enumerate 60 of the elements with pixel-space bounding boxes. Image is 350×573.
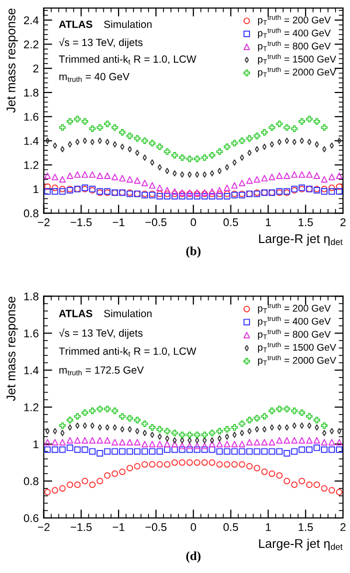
x-tick-label: 1 bbox=[266, 523, 271, 531]
x-tick-label: −0.5 bbox=[146, 523, 166, 532]
y-tick-label: 1.6 bbox=[24, 329, 38, 338]
y-tick-label: 2 bbox=[33, 64, 38, 72]
legend-label: p$_{T}$$^{truth}$ = 1500 GeV bbox=[258, 54, 336, 64]
x-tick-label: 0 bbox=[190, 523, 196, 532]
y-axis-title: Jet mass response bbox=[6, 8, 18, 113]
x-tick-label: −2 bbox=[38, 218, 50, 226]
annotation: Simulation bbox=[104, 20, 152, 28]
x-tick-label: 1.5 bbox=[298, 523, 313, 532]
annotation: Trimmed anti-k$_{t}$ R = 1.0, LCW bbox=[58, 347, 196, 356]
x-tick-label: 1 bbox=[266, 218, 271, 226]
legend-label: p$_{T}$$^{truth}$ = 800 GeV bbox=[258, 40, 331, 52]
x-tick-label: −2 bbox=[38, 523, 50, 531]
legend-label: p$_{T}$$^{truth}$ = 1500 GeV bbox=[258, 342, 336, 353]
y-tick-label: 0.8 bbox=[24, 209, 38, 218]
y-tick-label: 1.4 bbox=[24, 366, 39, 374]
x-tick-label: 1.5 bbox=[298, 218, 313, 226]
legend-label: p$_{T}$$^{truth}$ = 2000 GeV bbox=[258, 355, 336, 366]
legend-label: p$_{T}$$^{truth}$ = 2000 GeV bbox=[258, 66, 336, 78]
annotation: √s = 13 TeV, dijets bbox=[58, 328, 143, 339]
y-tick-label: 1.6 bbox=[24, 112, 38, 121]
y-tick-label: 1.2 bbox=[24, 161, 38, 169]
x-tick-label: 2 bbox=[340, 218, 346, 226]
x-tick-label: −1.5 bbox=[70, 218, 92, 226]
x-tick-label: 0.5 bbox=[223, 523, 238, 532]
x-tick-label: 0.5 bbox=[223, 218, 238, 226]
legend-label: p$_{T}$$^{truth}$ = 200 GeV bbox=[258, 303, 331, 314]
y-tick-label: 1 bbox=[34, 185, 38, 194]
legend-label: p$_{T}$$^{truth}$ = 400 GeV bbox=[258, 316, 331, 327]
y-tick-label: 1 bbox=[34, 440, 38, 448]
annotation: ATLAS bbox=[58, 310, 92, 318]
legend-label: p$_{T}$$^{truth}$ = 800 GeV bbox=[258, 329, 331, 340]
y-tick-label: 2.4 bbox=[24, 16, 39, 24]
annotation: Trimmed anti-k$_{t}$ R = 1.0, LCW bbox=[58, 55, 196, 64]
y-tick-label: 1.2 bbox=[24, 403, 38, 412]
x-tick-label: 2 bbox=[340, 523, 346, 531]
x-tick-label: −1.5 bbox=[70, 523, 92, 532]
annotation: m$_{truth}$ = 40 GeV bbox=[59, 72, 130, 82]
text: (b) bbox=[186, 246, 200, 258]
x-axis-title: Large-R jet η$_{det}$ bbox=[259, 234, 343, 246]
x-axis-title: Large-R jet η$_{det}$ bbox=[259, 538, 343, 550]
text: (d) bbox=[186, 551, 200, 563]
y-tick-label: 0.6 bbox=[24, 514, 38, 522]
x-tick-label: −1 bbox=[112, 218, 124, 226]
x-tick-label: −0.5 bbox=[146, 218, 166, 226]
y-axis-title: Jet mass response bbox=[6, 296, 18, 401]
legend-label: p$_{T}$$^{truth}$ = 200 GeV bbox=[258, 14, 331, 26]
y-tick-label: 1.8 bbox=[24, 292, 38, 300]
annotation: ATLAS bbox=[58, 20, 92, 28]
legend-label: p$_{T}$$^{truth}$ = 400 GeV bbox=[258, 28, 331, 38]
annotation: m$_{truth}$ = 172.5 GeV bbox=[59, 366, 144, 376]
x-tick-label: −1 bbox=[112, 523, 124, 531]
x-tick-label: 0 bbox=[190, 218, 196, 226]
y-tick-label: 1.4 bbox=[24, 137, 39, 145]
annotation: √s = 13 TeV, dijets bbox=[58, 38, 143, 48]
y-tick-label: 0.8 bbox=[24, 477, 38, 486]
y-tick-label: 1.8 bbox=[24, 88, 38, 97]
annotation: Simulation bbox=[104, 310, 152, 318]
y-tick-label: 2.2 bbox=[24, 40, 38, 48]
